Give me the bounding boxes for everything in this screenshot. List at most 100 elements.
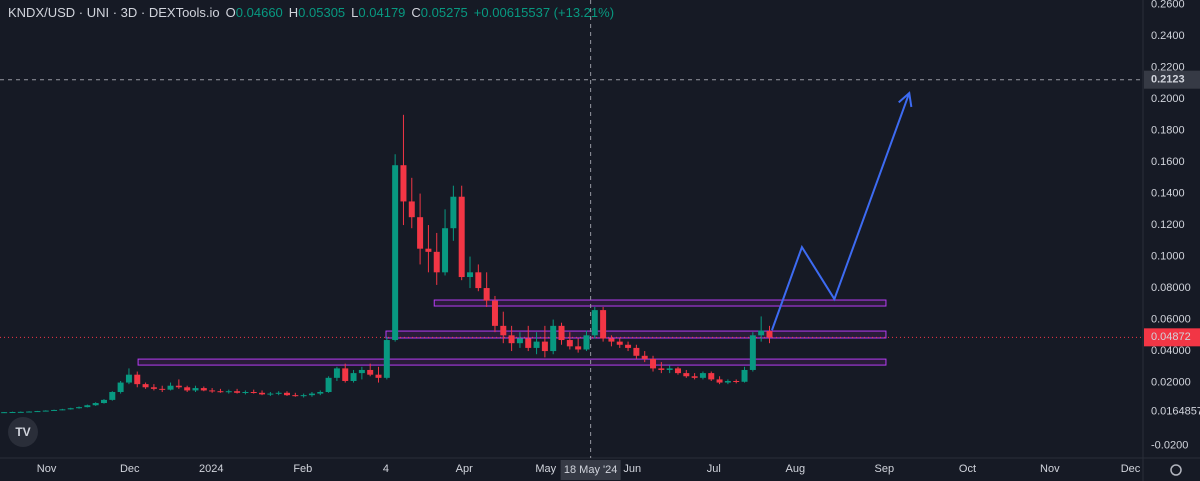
candle-body (109, 392, 116, 400)
candle-body (633, 347, 640, 356)
candle-body (699, 373, 706, 378)
title: KNDX/USD · UNI · 3D · DEXTools.io (8, 5, 220, 20)
candle-body (42, 410, 49, 412)
candle-body (575, 346, 582, 350)
candle-body (525, 338, 532, 348)
candle-body (674, 368, 681, 374)
candle-body (766, 331, 773, 338)
x-tick-label: Sep (874, 463, 894, 475)
candle-body (516, 338, 523, 344)
ohlc-value: 0.04660 (236, 5, 283, 20)
last-price-label: 0.04872 (1151, 331, 1191, 343)
candle-body (475, 272, 482, 289)
candle-body (350, 373, 357, 381)
change: +0.00615537 (+13.21%) (474, 5, 614, 20)
x-tick-label: Jun (623, 463, 641, 475)
candle-body (159, 388, 166, 390)
candle-body (450, 196, 457, 229)
candle-body (333, 368, 340, 378)
candle-body (92, 403, 99, 406)
y-tick-label: 0.02000 (1151, 376, 1191, 388)
candle-body (724, 380, 731, 383)
y-scale-note: 0.0164857 (1151, 406, 1200, 418)
crosshair-price-box (1144, 70, 1200, 89)
candle-body (300, 395, 307, 397)
x-tick-label: Dec (120, 463, 140, 475)
ohlc-key: H (289, 5, 298, 20)
candle-body (500, 325, 507, 336)
candle-body (683, 373, 690, 377)
ohlc-value: 0.04179 (358, 5, 405, 20)
x-tick-label: Oct (959, 463, 976, 475)
candle-body (200, 388, 207, 391)
candle-body (666, 368, 673, 370)
chart-title: KNDX/USD · UNI · 3D · DEXTools.io O0.0466… (8, 5, 614, 20)
candle-body (150, 387, 157, 389)
x-tick-label: Feb (293, 463, 312, 475)
candle-body (225, 391, 232, 393)
candle-body (616, 341, 623, 345)
x-tick-label: 4 (383, 463, 389, 475)
candle-body (508, 335, 515, 344)
candle-body (591, 310, 598, 336)
settings-icon[interactable] (1170, 464, 1182, 476)
candle-body (691, 376, 698, 378)
candle-body (17, 411, 24, 413)
candle-body (392, 165, 399, 341)
candle-body (1, 412, 8, 414)
candle-body (167, 385, 174, 390)
zone (433, 299, 887, 307)
x-tick-label: Nov (37, 463, 57, 475)
y-tick-label: 0.2000 (1151, 93, 1185, 105)
y-tick-label: 0.2400 (1151, 30, 1185, 42)
ohlc-value: 0.05305 (298, 5, 345, 20)
candle-body (242, 392, 249, 394)
candle-body (342, 368, 349, 381)
crosshair-date-label: 18 May '24 (564, 464, 617, 476)
candle-body (491, 300, 498, 326)
candle-body (192, 388, 199, 391)
x-tick-label: Apr (456, 463, 473, 475)
candle-body (425, 248, 432, 252)
candle-body (317, 392, 324, 394)
candle-body (533, 341, 540, 348)
projection-path (771, 92, 911, 331)
candle-body (442, 228, 449, 273)
candle-body (608, 338, 615, 342)
candle-body (433, 251, 440, 273)
candle-body (217, 391, 224, 393)
candle-body (541, 341, 548, 352)
x-tick-label: Nov (1040, 463, 1060, 475)
candle-body (708, 373, 715, 380)
candle-body (467, 272, 474, 278)
y-tick-label: 0.06000 (1151, 313, 1191, 325)
candle-body (76, 407, 83, 409)
candle-body (741, 369, 748, 382)
candle-body (117, 382, 124, 393)
candle-body (267, 393, 274, 395)
y-tick-label: 0.1200 (1151, 219, 1185, 231)
candle-body (733, 380, 740, 382)
candle-body (259, 392, 266, 395)
candle-body (600, 310, 607, 339)
candle-body (650, 358, 657, 369)
x-tick-label: Dec (1121, 463, 1141, 475)
candle-body (250, 392, 257, 394)
candle-body (209, 390, 216, 392)
y-tick-label: 0.08000 (1151, 282, 1191, 294)
candle-body (125, 374, 132, 383)
y-tick-label: 0.1600 (1151, 156, 1185, 168)
candle-body (358, 369, 365, 374)
candle-body (658, 368, 665, 370)
candle-body (134, 374, 141, 385)
candle-body (100, 399, 107, 404)
candle-body (308, 393, 315, 396)
candle-body (84, 405, 91, 408)
candle-body (641, 355, 648, 359)
last-price-box (1144, 328, 1200, 347)
candle-body (234, 391, 241, 393)
y-tick-label: 0.1800 (1151, 124, 1185, 136)
candle-body (367, 369, 374, 375)
